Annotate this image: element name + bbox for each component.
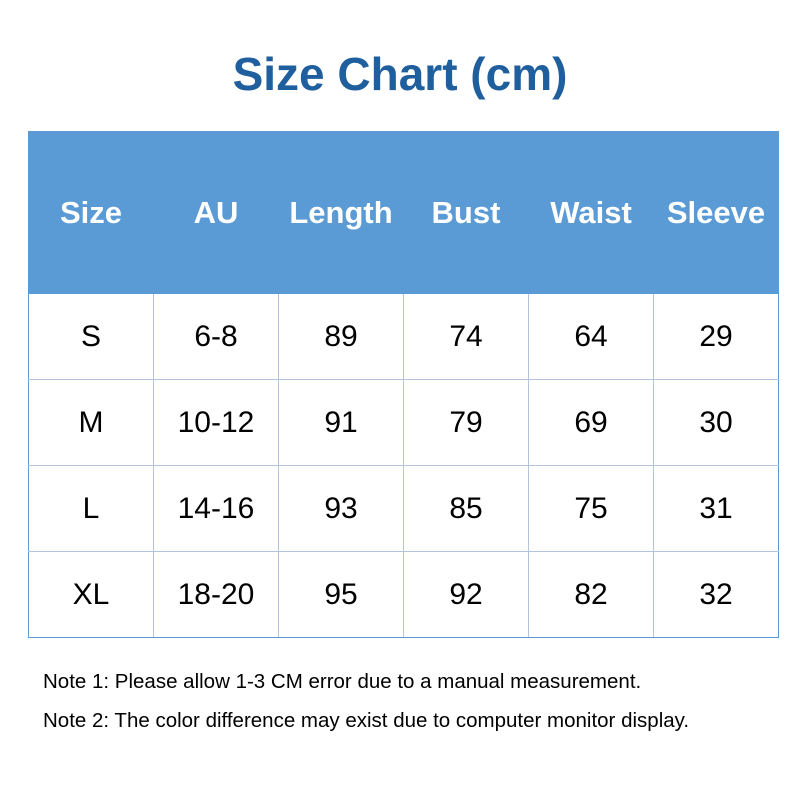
cell-sleeve: 30 bbox=[653, 379, 779, 466]
cell-bust: 85 bbox=[403, 465, 529, 552]
cell-bust: 79 bbox=[403, 379, 529, 466]
table-row: M 10-12 91 79 69 30 bbox=[28, 379, 779, 466]
cell-size: L bbox=[28, 465, 154, 552]
cell-length: 89 bbox=[278, 293, 404, 380]
cell-length: 91 bbox=[278, 379, 404, 466]
header-row: Size AU Length Bust Waist Sleeve bbox=[28, 131, 779, 294]
header-au: AU bbox=[153, 131, 279, 294]
header-sleeve: Sleeve bbox=[653, 131, 779, 294]
cell-sleeve: 31 bbox=[653, 465, 779, 552]
size-table: Size AU Length Bust Waist Sleeve S 6-8 89 7… bbox=[28, 131, 779, 638]
cell-waist: 82 bbox=[528, 551, 654, 638]
cell-au: 18-20 bbox=[153, 551, 279, 638]
cell-size: M bbox=[28, 379, 154, 466]
page-title: Size Chart (cm) bbox=[232, 48, 568, 100]
cell-sleeve: 29 bbox=[653, 293, 779, 380]
cell-waist: 64 bbox=[528, 293, 654, 380]
cell-bust: 74 bbox=[403, 293, 529, 380]
note-1: Note 1: Please allow 1-3 CM error due to… bbox=[43, 670, 642, 693]
cell-waist: 69 bbox=[528, 379, 654, 466]
table-row: S 6-8 89 74 64 29 bbox=[28, 293, 779, 380]
header-bust: Bust bbox=[403, 131, 529, 294]
cell-size: XL bbox=[28, 551, 154, 638]
header-length: Length bbox=[278, 131, 404, 294]
cell-size: S bbox=[28, 293, 154, 380]
header-waist: Waist bbox=[528, 131, 654, 294]
header-size: Size bbox=[28, 131, 154, 294]
table-row: L 14-16 93 85 75 31 bbox=[28, 465, 779, 552]
cell-sleeve: 32 bbox=[653, 551, 779, 638]
cell-au: 14-16 bbox=[153, 465, 279, 552]
cell-bust: 92 bbox=[403, 551, 529, 638]
cell-au: 6-8 bbox=[153, 293, 279, 380]
cell-length: 95 bbox=[278, 551, 404, 638]
cell-waist: 75 bbox=[528, 465, 654, 552]
table-row: XL 18-20 95 92 82 32 bbox=[28, 551, 779, 638]
cell-au: 10-12 bbox=[153, 379, 279, 466]
note-2: Note 2: The color difference may exist d… bbox=[43, 709, 690, 732]
cell-length: 93 bbox=[278, 465, 404, 552]
